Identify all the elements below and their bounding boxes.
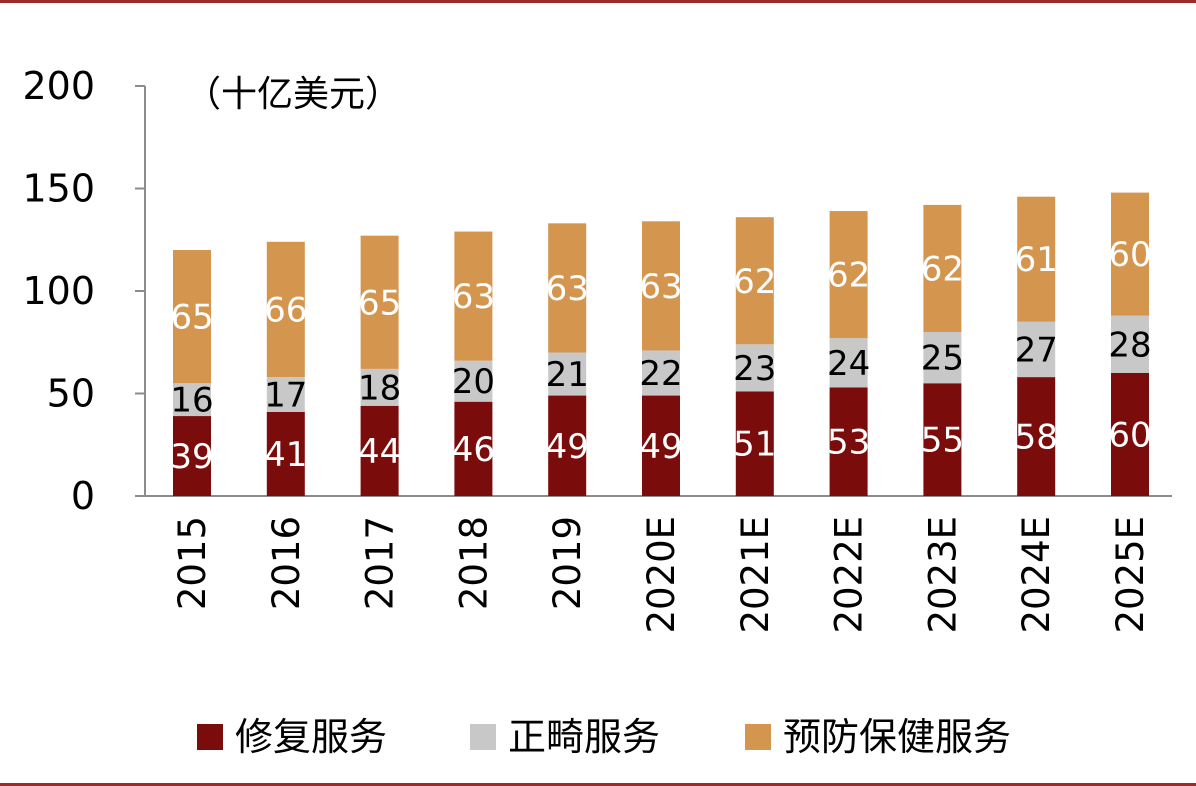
bar-segment-2021E-1 (735, 344, 774, 392)
bar-segment-2017-2 (360, 235, 399, 369)
data-label: 16 (170, 381, 213, 421)
bars (173, 192, 1149, 496)
data-label: 24 (827, 344, 870, 384)
bar-segment-2016-0 (266, 411, 305, 496)
bar-segment-2019-1 (548, 352, 587, 396)
bar-segment-2025E-0 (1111, 373, 1149, 496)
y-tick-label: 150 (22, 167, 95, 211)
data-label: 46 (452, 430, 495, 470)
data-label: 39 (170, 437, 213, 477)
bar-segment-2021E-2 (735, 217, 774, 345)
data-label: 63 (546, 269, 589, 309)
data-label: 60 (1108, 235, 1151, 275)
legend-label: 预防保健服务 (783, 715, 1011, 759)
bar-segment-2023E-0 (923, 383, 962, 496)
y-tick-label: 0 (71, 474, 95, 518)
data-label: 22 (639, 354, 682, 394)
data-label: 63 (452, 277, 495, 317)
data-label: 27 (1015, 330, 1058, 370)
y-tick-label: 200 (22, 64, 95, 108)
data-label: 28 (1108, 325, 1151, 365)
legend-swatch (470, 724, 496, 750)
bar-segment-2024E-1 (1017, 321, 1056, 378)
data-label: 55 (921, 421, 964, 461)
bar-segment-2018-2 (454, 231, 493, 361)
data-label: 62 (921, 249, 964, 289)
x-tick-labels: 2015 2016 2017 2018 2019 2020E 2021E 2022E 2023E… (171, 516, 1152, 634)
bar-segment-2018-0 (454, 401, 493, 496)
legend-swatch (745, 724, 771, 750)
top-rule (0, 0, 1196, 3)
data-label: 53 (827, 423, 870, 463)
bar-segment-2022E-1 (829, 338, 868, 388)
x-tick-label: 2016 (265, 516, 308, 610)
data-label: 49 (639, 427, 682, 467)
bar-segment-2015-0 (173, 416, 211, 496)
data-label: 62 (827, 256, 870, 296)
bar-segment-2025E-1 (1111, 315, 1149, 373)
bar-segment-2025E-2 (1111, 192, 1149, 316)
data-label: 60 (1108, 416, 1151, 456)
legend-label: 正畸服务 (508, 715, 660, 759)
data-label: 44 (358, 432, 401, 472)
data-label: 20 (452, 362, 495, 402)
bar-segment-2015-2 (173, 250, 211, 384)
bar-segment-2020E-2 (642, 221, 680, 351)
data-label: 63 (639, 267, 682, 307)
bar-segment-2017-0 (360, 405, 399, 496)
x-tick-label: 2017 (359, 516, 402, 610)
data-label: 65 (358, 283, 401, 323)
data-label: 17 (264, 376, 307, 416)
x-tick-label: 2020E (640, 516, 683, 634)
x-tick-label: 2015 (171, 516, 214, 610)
bar-segment-2024E-0 (1017, 377, 1056, 496)
x-tick-label: 2018 (452, 516, 495, 610)
legend: 修复服务 正畸服务 预防保健服务 (197, 715, 1011, 759)
bar-segment-2022E-0 (829, 387, 868, 496)
data-label: 49 (546, 427, 589, 467)
bar-segment-2020E-0 (642, 395, 680, 496)
x-tick-label: 2025E (1109, 516, 1152, 634)
bar-segment-2019-0 (548, 395, 587, 496)
bar-segment-2023E-1 (923, 332, 962, 384)
y-tick-label: 100 (22, 269, 95, 313)
x-tick-label: 2023E (921, 516, 964, 634)
x-tick-label: 2024E (1015, 516, 1058, 634)
bar-segment-2022E-2 (829, 211, 868, 339)
data-label: 25 (921, 339, 964, 379)
bar-segment-2019-2 (548, 223, 587, 353)
data-label: 18 (358, 368, 401, 408)
data-label: 51 (733, 425, 776, 465)
bar-segment-2018-1 (454, 360, 493, 402)
data-label: 66 (264, 290, 307, 330)
y-tick-label: 50 (47, 372, 95, 416)
bar-segment-2016-2 (266, 241, 305, 378)
data-label: 62 (733, 262, 776, 302)
data-labels: 39 16 65 41 17 66 44 18 65 46 20 63 49 21 63 49 22 63 51 23… (170, 235, 1151, 477)
data-label: 21 (546, 355, 589, 395)
bar-segment-2017-1 (360, 368, 399, 406)
data-label: 61 (1015, 240, 1058, 280)
bar-segment-2015-1 (173, 383, 211, 417)
x-tick-label: 2019 (546, 516, 589, 610)
bar-segment-2020E-1 (642, 350, 680, 396)
legend-label: 修复服务 (235, 715, 387, 759)
bar-segment-2021E-0 (735, 391, 774, 496)
bar-segment-2024E-2 (1017, 196, 1056, 322)
bar-segment-2023E-2 (923, 204, 962, 332)
legend-swatch (197, 724, 223, 750)
data-label: 23 (733, 349, 776, 389)
x-tick-label: 2021E (734, 516, 777, 634)
bottom-rule (0, 783, 1196, 786)
data-label: 58 (1015, 418, 1058, 458)
data-label: 65 (170, 298, 213, 338)
y-tick-labels: 0 50 100 150 200 (22, 64, 95, 518)
x-tick-label: 2022E (828, 516, 871, 634)
bar-segment-2016-1 (266, 377, 305, 412)
unit-label: （十亿美元） (185, 74, 401, 115)
data-label: 41 (264, 435, 307, 475)
